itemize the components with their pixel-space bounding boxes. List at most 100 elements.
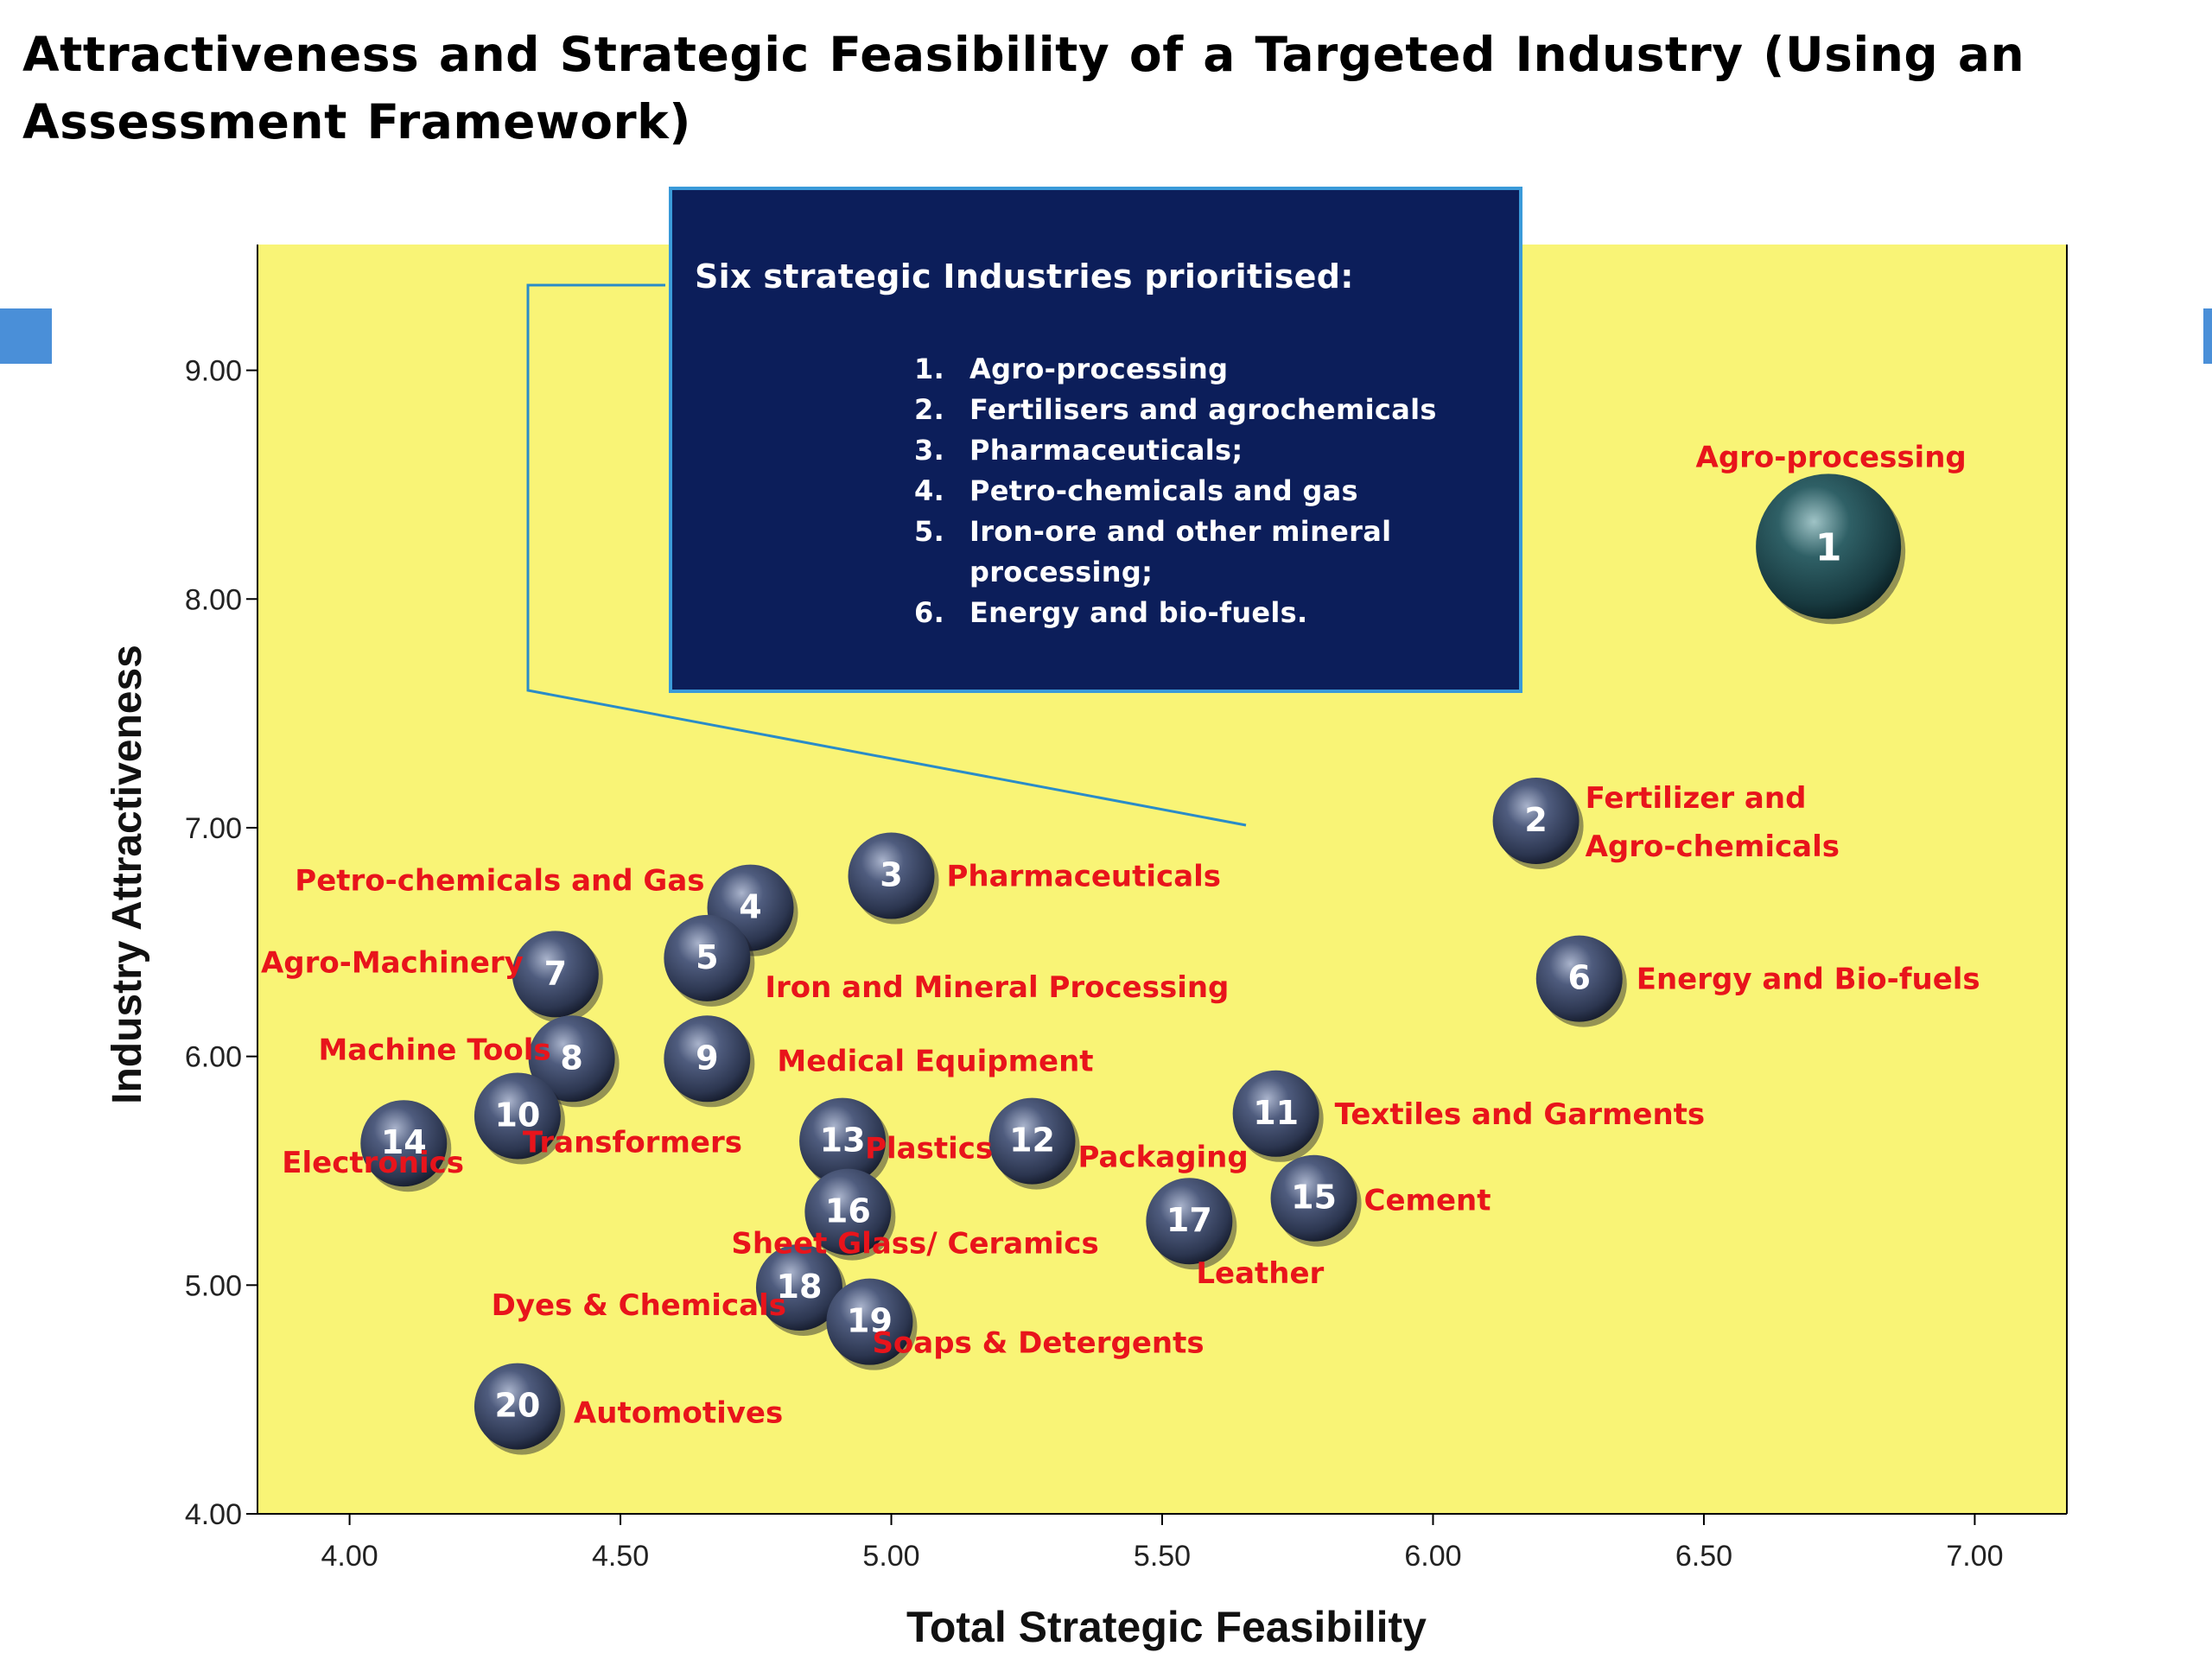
point-label: Machine Tools <box>318 1033 550 1067</box>
bubble-5: 5 <box>664 914 755 1007</box>
bubble-number: 8 <box>560 1039 582 1077</box>
bubble-15: 15 <box>1270 1154 1362 1247</box>
bubble-2: 2 <box>1492 778 1584 870</box>
y-tick-label: 9.00 <box>185 355 242 388</box>
bubble-number: 10 <box>494 1096 540 1134</box>
bubble-number: 12 <box>1009 1122 1055 1160</box>
callout-item-number: 2. <box>914 393 945 426</box>
callout-item-number: 5. <box>914 515 945 548</box>
callout-list: 1. Agro-processing 2. Fertilisers and agroc… <box>914 349 1471 633</box>
bubble-number: 3 <box>880 856 902 894</box>
bubble-marker <box>755 1243 842 1331</box>
bubble-20: 20 <box>474 1363 565 1455</box>
y-tick-label: 5.00 <box>185 1269 242 1302</box>
y-tick-label: 7.00 <box>185 812 242 845</box>
x-tick-label: 7.00 <box>1946 1540 2003 1573</box>
y-tick-label: 8.00 <box>185 583 242 616</box>
bubble-13: 13 <box>799 1097 891 1190</box>
page-title: Attractiveness and Strategic Feasibility… <box>22 27 2025 149</box>
bubble-number: 9 <box>696 1039 718 1077</box>
bubble-10: 10 <box>474 1072 565 1165</box>
y-axis-label: Industry Attractiveness <box>105 645 150 1104</box>
bubble-number: 6 <box>1568 959 1591 997</box>
point-label: Packaging <box>1078 1141 1249 1175</box>
x-tick-label: 4.00 <box>321 1540 378 1573</box>
bubble-16: 16 <box>804 1168 896 1261</box>
point-label: Transformers <box>523 1125 742 1160</box>
point-label: Pharmaceuticals <box>947 860 1222 894</box>
callout-item: 4. Petro-chemicals and gas <box>914 471 1471 512</box>
point-label: Textiles and Garments <box>1335 1097 1706 1132</box>
bubble-9: 9 <box>664 1015 755 1108</box>
point-label: Iron and Mineral Processing <box>765 970 1229 1005</box>
callout-item-text: Pharmaceuticals; <box>969 434 1243 467</box>
x-axis-label: Total Strategic Feasibility <box>906 1603 1427 1651</box>
slide-edge-marker-left <box>0 308 52 364</box>
point-label: Sheet Glass/ Ceramics <box>731 1227 1098 1262</box>
callout-item: 2. Fertilisers and agrochemicals <box>914 390 1471 430</box>
point-label: Energy and Bio-fuels <box>1637 963 1980 997</box>
callout-connector-line <box>526 283 1247 827</box>
callout-item-text: Agro-processing <box>969 353 1229 385</box>
bubble-marker <box>528 1015 615 1103</box>
bubble-number: 1 <box>1815 525 1842 569</box>
y-tick-label: 6.00 <box>185 1041 242 1074</box>
bubble-8: 8 <box>528 1015 620 1108</box>
bubble-3: 3 <box>848 832 939 925</box>
point-label: Cement <box>1364 1184 1491 1218</box>
bubble-number: 15 <box>1291 1179 1337 1217</box>
point-label: Dyes & Chemicals <box>492 1288 786 1323</box>
bubble-marker <box>1232 1070 1319 1157</box>
bubble-number: 14 <box>381 1123 427 1161</box>
bubble-7: 7 <box>512 931 603 1023</box>
bubble-marker <box>474 1363 561 1450</box>
bubble-marker <box>664 1015 751 1103</box>
callout-item-text: Petro-chemicals and gas <box>969 474 1358 507</box>
bubble-marker <box>826 1278 913 1365</box>
point-label: Medical Equipment <box>777 1044 1093 1078</box>
bubble-number: 20 <box>494 1387 540 1425</box>
bubble-14: 14 <box>360 1100 452 1192</box>
bubble-marker <box>988 1097 1076 1185</box>
bubble-number: 2 <box>1524 801 1547 839</box>
bubble-number: 5 <box>696 938 718 976</box>
bubble-number: 18 <box>777 1268 823 1306</box>
point-label: Petro-chemicals and Gas <box>295 864 704 899</box>
bubble-6: 6 <box>1535 935 1627 1027</box>
bubble-18: 18 <box>755 1243 847 1336</box>
point-label: Leather <box>1196 1256 1324 1291</box>
point-label: Electronics <box>282 1146 464 1180</box>
x-tick-label: 6.50 <box>1675 1540 1732 1573</box>
bubble-marker <box>1492 778 1580 865</box>
callout-item-number: 3. <box>914 434 945 467</box>
callout-heading: Six strategic Industries prioritised: <box>695 257 1354 296</box>
slide-edge-marker-right <box>2203 308 2212 364</box>
bubble-marker <box>360 1100 448 1187</box>
callout-item-text: Fertilisers and agrochemicals <box>969 393 1437 426</box>
bubble-marker <box>804 1168 892 1255</box>
bubble-marker <box>1146 1178 1233 1265</box>
bubble-marker <box>1270 1154 1357 1242</box>
x-tick-label: 4.50 <box>592 1540 649 1573</box>
bubble-marker <box>512 931 599 1018</box>
point-label: Agro-processing <box>1696 440 1967 474</box>
bubble-number: 4 <box>739 888 761 926</box>
bubble-number: 19 <box>847 1302 893 1340</box>
callout-item-text: Energy and bio-fuels. <box>969 596 1308 629</box>
point-label: Fertilizer and Agro-chemicals <box>1586 781 1840 864</box>
bubble-12: 12 <box>988 1097 1080 1190</box>
x-tick-label: 6.00 <box>1404 1540 1461 1573</box>
callout-item: 5. Iron-ore and other mineral processing; <box>914 512 1471 593</box>
callout-item-number: 4. <box>914 474 945 507</box>
callout-item: 3. Pharmaceuticals; <box>914 430 1471 471</box>
bubble-number: 13 <box>820 1122 866 1160</box>
bubble-number: 16 <box>825 1192 871 1230</box>
bubble-number: 17 <box>1166 1201 1212 1239</box>
y-tick-label: 4.00 <box>185 1498 242 1531</box>
callout-item: 6. Energy and bio-fuels. <box>914 593 1471 633</box>
bubble-11: 11 <box>1232 1070 1324 1162</box>
bubble-marker <box>799 1097 887 1185</box>
x-tick-label: 5.50 <box>1134 1540 1191 1573</box>
prioritised-industries-callout: Six strategic Industries prioritised: 1.… <box>669 187 1522 693</box>
